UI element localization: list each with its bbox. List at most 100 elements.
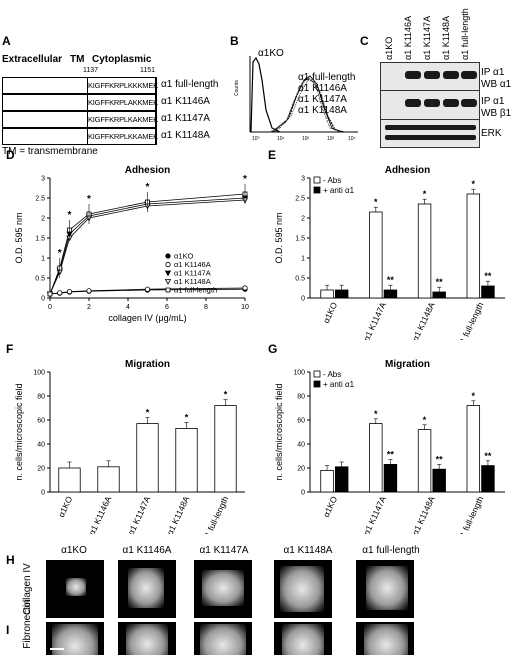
significance-star: * [472,179,476,189]
position-start: 1137 [83,67,99,74]
legend-label: + anti α1 [323,186,355,195]
bar [320,289,334,299]
y-tick-label: 3 [41,176,45,183]
x-tick-label: 4 [126,304,130,311]
chart-g-migration: 0 20 40 60 80 100 Migration n. cells/microscopi… [274,359,505,534]
category-label: α1KO [321,494,339,518]
series-line [49,197,246,295]
histogram-curve [269,77,341,133]
bar [383,289,398,299]
blot-band [461,99,477,107]
blot-band [385,135,476,140]
y-tick-label: 80 [37,394,45,401]
row-label-i: Fibronectin [22,599,33,649]
y-tick-label: 20 [37,466,45,473]
y-axis-label: O.D. 595 nm [14,212,24,263]
micrograph [118,622,176,655]
lane-label: α1 K1148A [441,15,451,60]
column-label: α1 K1148A [283,545,333,556]
micrograph [274,560,332,618]
category-label: α1 K1148A [410,300,437,340]
bar [417,429,432,493]
data-point [66,289,73,295]
blot-band [443,71,459,79]
header-tm: TM [70,54,85,65]
x-tick-label: 2 [87,304,91,311]
y-tick-label: 1 [41,256,45,263]
significance-star: * [472,391,476,401]
sequence-name: α1 full-length [161,79,219,90]
bar [481,285,495,299]
micrograph [46,622,104,655]
y-tick-label: 20 [297,466,305,473]
bar [334,289,349,299]
legend-label: α1 K1148A [174,277,211,286]
lane-label: α1 K1147A [422,15,432,60]
significance-star: * [87,194,91,205]
sequence-name: α1 K1148A [161,130,210,141]
y-tick-label: 60 [37,418,45,425]
significance-star: * [224,390,228,400]
legend-label: α1 K1147A [174,269,211,278]
y-tick-label: 100 [293,370,305,377]
y-tick-label: 2.5 [295,196,305,203]
category-label: α1 full-length [456,494,486,534]
legend-marker [165,261,171,268]
micrograph [356,560,414,618]
significance-star: ** [436,277,444,287]
category-label: α1 full-length [456,300,486,340]
svg-text:10⁴: 10⁴ [348,136,356,142]
y-tick-label: 2 [41,216,45,223]
data-point [57,290,63,296]
legend-label: α1 full-length [174,286,217,295]
histogram-curve [273,77,345,133]
micrograph [356,622,414,655]
panel-label-i: I [6,623,10,637]
blot-band [424,99,440,107]
header-extracellular: Extracellular [2,54,63,65]
blot-label-erk: ERK [481,128,502,139]
western-blot [380,62,480,148]
category-label: α1 K1147A [361,494,388,534]
legend-label: α1 K1146A [174,260,211,269]
bar [481,465,495,493]
panel-label-g: G [268,342,278,356]
bar [369,423,383,493]
blot-label-1: IP α1 WB α1 [481,67,512,90]
y-tick-label: 0.5 [35,276,45,283]
series-line [49,193,246,295]
panel-label-a: A [2,34,11,48]
legend-swatch [313,380,321,388]
blot-band [405,71,421,79]
legend-entry: α1 K1147A [298,94,347,105]
bar [97,466,120,493]
series-line [49,199,246,295]
significance-star: * [68,210,72,221]
y-tick-label: 40 [297,442,305,449]
blot-band [405,99,421,107]
bar [369,211,383,299]
bar [175,428,198,493]
legend-swatch [313,186,321,194]
chart-f-migration: 0 20 40 60 80 100 Migration n. cells/microscopi… [14,359,245,534]
blot-label-2: IP α1 WB β1 [481,96,512,119]
blot-band [443,99,459,107]
micrograph [194,560,252,618]
column-label: α1 full-length [362,545,420,556]
bar [432,291,446,299]
histogram-ylabel: Counts [234,80,240,96]
histogram-curve [275,79,347,133]
y-tick-label: 1.5 [35,236,45,243]
bar [320,470,334,493]
bar [432,468,446,493]
significance-star: * [243,174,247,185]
scale-bar [50,648,64,650]
bar [214,405,237,493]
significance-star: ** [387,275,395,285]
category-label: α1 K1147A [126,494,153,534]
legend-label: - Abs [323,370,341,379]
y-tick-label: 0 [301,490,305,497]
bar [466,193,481,299]
column-label: α1 K1146A [122,545,172,556]
significance-star: * [58,248,62,259]
